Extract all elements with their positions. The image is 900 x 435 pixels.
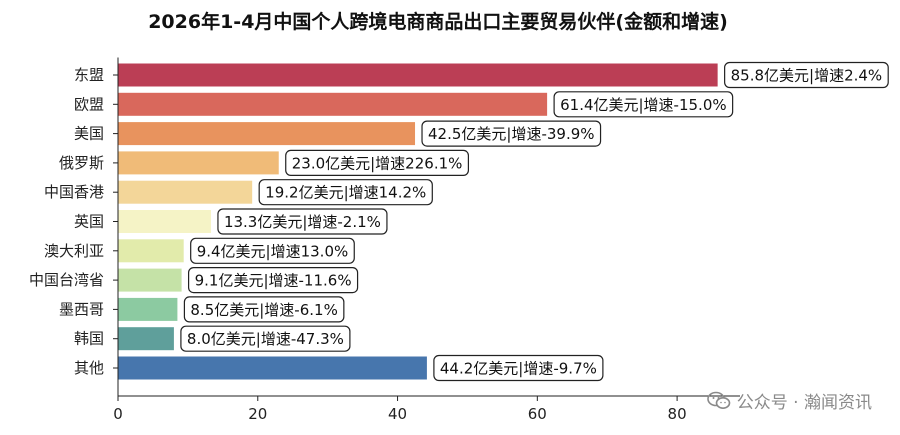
x-tick-label: 40 xyxy=(388,405,407,423)
category-label: 中国香港 xyxy=(44,183,104,201)
data-label: 23.0亿美元|增速226.1% xyxy=(285,149,469,176)
bar xyxy=(118,297,178,321)
bar xyxy=(118,92,548,116)
data-label: 9.4亿美元|增速13.0% xyxy=(190,237,355,264)
data-label-box xyxy=(190,237,355,264)
x-tick-label: 0 xyxy=(113,405,123,423)
data-label-box xyxy=(285,149,469,176)
data-label: 61.4亿美元|增速-15.0% xyxy=(553,91,734,118)
bar xyxy=(118,151,279,175)
bars-layer xyxy=(118,63,718,380)
x-tick-label: 20 xyxy=(248,405,267,423)
bar xyxy=(118,239,184,263)
data-label: 19.2亿美元|增速14.2% xyxy=(258,179,433,206)
chart-title: 2026年1-4月中国个人跨境电商商品出口主要贸易伙伴(金额和增速) xyxy=(148,10,728,33)
category-label: 欧盟 xyxy=(74,95,104,113)
data-label-box xyxy=(553,91,734,118)
data-label: 85.8亿美元|增速2.4% xyxy=(724,61,889,89)
data-label-text: 85.8亿美元|增速2.4% xyxy=(731,67,883,85)
wechat-icon xyxy=(706,391,731,409)
x-tick-label: 60 xyxy=(528,405,547,423)
data-label-text: 8.5亿美元|增速-6.1% xyxy=(190,301,337,319)
data-label-box xyxy=(183,296,345,323)
data-label: 9.1亿美元|增速-11.6% xyxy=(187,267,359,294)
data-label-box xyxy=(180,325,351,352)
bar xyxy=(118,327,174,351)
category-label: 英国 xyxy=(74,213,104,231)
data-label: 8.0亿美元|增速-47.3% xyxy=(180,325,351,352)
data-label-text: 13.3亿美元|增速-2.1% xyxy=(224,213,381,231)
bar xyxy=(118,122,416,146)
data-label: 44.2亿美元|增速-9.7% xyxy=(433,354,604,382)
x-axis: 0 20 40 60 80 xyxy=(113,57,740,423)
category-label: 其他 xyxy=(74,359,104,377)
data-label-box xyxy=(421,120,602,147)
data-label-text: 42.5亿美元|增速-39.9% xyxy=(428,125,595,143)
category-label: 美国 xyxy=(74,125,104,143)
watermark-text: 公众号 · 瀚闻资讯 xyxy=(736,393,872,413)
watermark: 公众号 · 瀚闻资讯 xyxy=(706,388,872,413)
data-label-box xyxy=(433,354,604,382)
data-label-text: 19.2亿美元|增速14.2% xyxy=(265,184,426,202)
data-label: 8.5亿美元|增速-6.1% xyxy=(183,296,345,323)
bar xyxy=(118,180,253,204)
category-label: 澳大利亚 xyxy=(44,242,104,260)
bar xyxy=(118,63,718,87)
category-label: 墨西哥 xyxy=(59,300,104,318)
data-label: 13.3亿美元|增速-2.1% xyxy=(217,208,388,235)
data-label-box xyxy=(217,208,388,235)
x-tick-label: 80 xyxy=(668,405,687,423)
bar xyxy=(118,356,427,380)
data-label-box xyxy=(258,179,433,206)
data-label-text: 8.0亿美元|增速-47.3% xyxy=(187,330,344,348)
data-label-text: 23.0亿美元|增速226.1% xyxy=(292,154,463,172)
bar xyxy=(118,268,182,292)
bar xyxy=(118,210,211,233)
data-label-box xyxy=(187,267,359,294)
data-label-text: 61.4亿美元|增速-15.0% xyxy=(560,96,727,114)
category-label: 韩国 xyxy=(74,330,104,348)
data-labels-layer: 85.8亿美元|增速2.4%61.4亿美元|增速-15.0% 42.5亿美元|增速… xyxy=(180,61,889,382)
category-label: 俄罗斯 xyxy=(59,154,104,172)
data-label-box xyxy=(724,61,889,89)
data-label-text: 9.1亿美元|增速-11.6% xyxy=(195,272,352,290)
data-label: 42.5亿美元|增速-39.9% xyxy=(421,120,602,147)
category-label: 东盟 xyxy=(74,66,104,84)
data-label-text: 44.2亿美元|增速-9.7% xyxy=(440,360,597,378)
category-label: 中国台湾省 xyxy=(29,271,104,289)
data-label-text: 9.4亿美元|增速13.0% xyxy=(197,242,349,260)
